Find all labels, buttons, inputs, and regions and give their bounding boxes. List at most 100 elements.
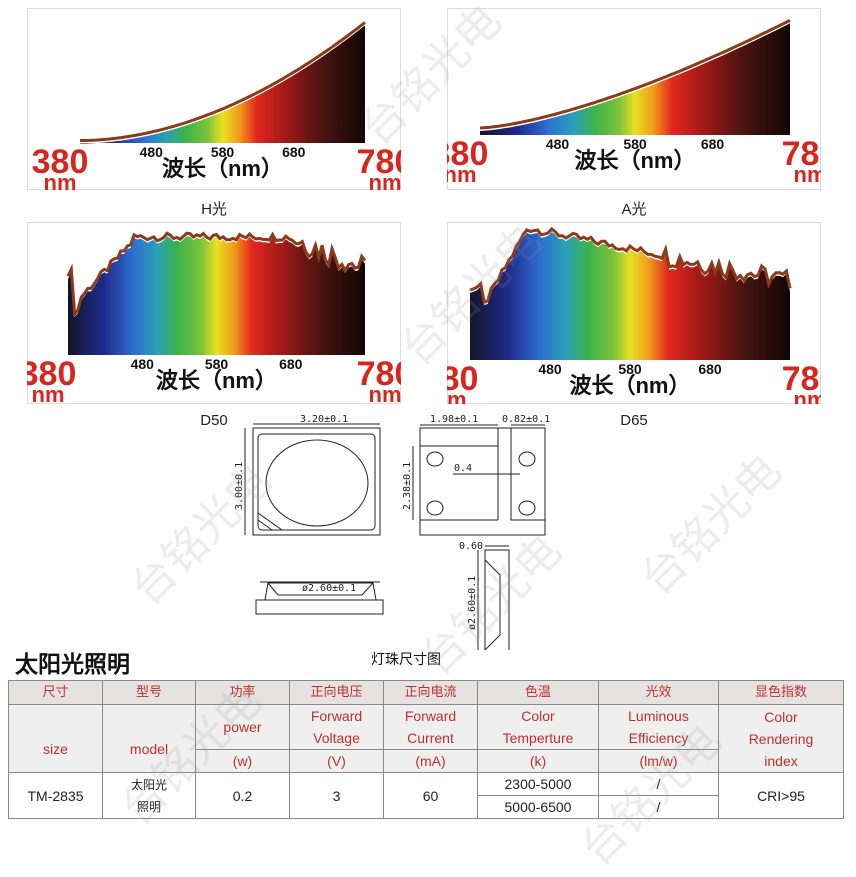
unit-efficacy: (lm/w) xyxy=(598,749,719,773)
tick-label-1: 480 xyxy=(140,144,164,160)
table-header-en: size model power Forward Voltage Forward C… xyxy=(8,704,844,773)
spectrum-panel-h: 380nm780nm480580680波长（nm） xyxy=(27,8,401,190)
cell-model-line2: 照明 xyxy=(136,799,161,814)
dim-thickness: 0.60 xyxy=(459,541,483,552)
range-end-unit: nm xyxy=(794,387,822,404)
tick-label-1: 480 xyxy=(538,361,562,377)
unit-power: (w) xyxy=(195,749,290,773)
spectrum-curve xyxy=(479,18,791,130)
spectrum-fill xyxy=(80,25,365,144)
th-cct-en: Color Temperture xyxy=(477,704,599,750)
unit-cct: (k) xyxy=(477,749,599,773)
dim-diameter-end: ø2.60±0.1 xyxy=(467,576,478,630)
spectrum-panel-d65: 380nm780nm480580680波长（nm） xyxy=(447,222,821,404)
th-cri-line1: Color xyxy=(764,708,798,725)
led-dimension-diagram: 3.20±0.1 3.00±0.1 1.98±0.1 0.82±0.1 2.38… xyxy=(234,414,550,650)
th-voltage-en: Forward Voltage xyxy=(289,704,384,750)
th-cct-line1: Color xyxy=(521,708,555,724)
cell-size: TM-2835 xyxy=(8,772,103,819)
tick-label-3: 680 xyxy=(282,144,306,160)
spectrum-chart: 380nm780nm480580680波长（nm） xyxy=(27,222,401,404)
spectrum-panel-d50: 380nm780nm480580680波长（nm） xyxy=(27,222,401,404)
spectrum-panel-a: 380nm780nm480580680波长（nm） xyxy=(447,8,821,190)
range-start-label: 380 xyxy=(32,143,89,181)
dim-pad-height: 2.38±0.1 xyxy=(402,462,413,510)
spectrum-curve xyxy=(80,21,366,142)
tick-label-2: 580 xyxy=(205,356,229,372)
th-efficacy-en: Luminous Efficiency xyxy=(598,704,719,750)
section-title: 太阳光照明 xyxy=(15,652,130,678)
spec-table: 尺寸 型号 功率 正向电压 正向电流 色温 光效 显色指数 size model… xyxy=(8,680,844,819)
th-current-line1: Forward xyxy=(404,708,457,724)
watermark: 台铭光电 xyxy=(630,444,792,606)
axis-label: 波长（nm） xyxy=(574,148,695,173)
range-start-unit: nm xyxy=(447,387,467,404)
th-efficacy-cn: 光效 xyxy=(598,680,719,705)
th-current-en: Forward Current xyxy=(383,704,478,750)
th-cri-cn: 显色指数 xyxy=(718,680,844,705)
range-start-unit: nm xyxy=(447,162,477,187)
spectrum-fill xyxy=(480,23,790,135)
th-size-cn: 尺寸 xyxy=(8,680,103,705)
cell-efficacy-2: / xyxy=(598,795,719,819)
tick-label-2: 580 xyxy=(618,361,642,377)
dim-pad-small: 0.82±0.1 xyxy=(502,414,550,425)
th-voltage-cn: 正向电压 xyxy=(289,680,384,705)
cell-efficacy-1: / xyxy=(598,772,719,796)
cell-voltage: 3 xyxy=(289,772,384,819)
table-row: 5000-6500 / xyxy=(9,795,844,819)
axis-label: 波长（nm） xyxy=(569,373,690,398)
dim-height-top: 3.00±0.1 xyxy=(234,462,245,510)
th-voltage-line2: Voltage xyxy=(313,730,360,746)
tick-label-2: 580 xyxy=(623,136,647,152)
range-start-label: 380 xyxy=(27,355,76,393)
panel-caption: A光 xyxy=(621,201,647,218)
th-efficacy-line2: Efficiency xyxy=(628,730,689,746)
spectrum-chart: 380nm780nm480580680波长（nm） xyxy=(27,8,401,190)
range-end-label: 780 xyxy=(782,360,821,398)
cell-cri: CRI>95 xyxy=(718,772,844,819)
tick-label-3: 680 xyxy=(698,361,722,377)
dim-diameter-side: ø2.60±0.1 xyxy=(302,583,356,594)
th-voltage-line1: Forward xyxy=(310,708,363,724)
spectrum-fill xyxy=(68,236,365,355)
panel-caption: H光 xyxy=(201,201,227,218)
cell-power: 0.2 xyxy=(195,772,290,819)
th-current-cn: 正向电流 xyxy=(383,680,478,705)
th-cri-en: Color Rendering index xyxy=(718,704,844,773)
range-end-label: 780 xyxy=(357,143,401,181)
range-end-unit: nm xyxy=(794,162,822,187)
th-size-en: size xyxy=(8,704,103,773)
range-end-unit: nm xyxy=(369,170,402,190)
tick-label-3: 680 xyxy=(279,356,303,372)
spectrum-curve xyxy=(469,226,792,305)
table-header-cn: 尺寸 型号 功率 正向电压 正向电流 色温 光效 显色指数 xyxy=(8,680,844,705)
range-end-label: 780 xyxy=(782,135,821,173)
th-cct-cn: 色温 xyxy=(477,680,599,705)
drawing-caption: 灯珠尺寸图 xyxy=(371,652,441,668)
th-power-cn: 功率 xyxy=(195,680,290,705)
spectrum-fill xyxy=(470,232,790,360)
dim-gap: 0.4 xyxy=(454,463,472,474)
range-start-label: 380 xyxy=(447,360,478,398)
spectrum-chart: 380nm780nm480580680波长（nm） xyxy=(447,8,821,190)
range-start-unit: nm xyxy=(44,170,77,190)
range-end-unit: nm xyxy=(369,382,402,404)
tick-label-2: 580 xyxy=(211,144,235,160)
axis-label: 波长（nm） xyxy=(156,368,277,393)
tick-label-1: 480 xyxy=(546,136,570,152)
cell-cct-2: 5000-6500 xyxy=(477,795,599,819)
range-start-unit: nm xyxy=(32,382,65,404)
spectrum-curve xyxy=(66,231,367,318)
th-cct-line2: Temperture xyxy=(502,730,574,746)
unit-voltage: (V) xyxy=(289,749,384,773)
cell-current: 60 xyxy=(383,772,478,819)
th-cri-line2: Rendering xyxy=(748,730,814,747)
cell-cct-1: 2300-5000 xyxy=(477,772,599,796)
panel-caption: D65 xyxy=(620,412,648,429)
spectrum-chart: 380nm780nm480580680波长（nm） xyxy=(447,222,821,404)
th-efficacy-line1: Luminous xyxy=(628,708,689,724)
table-units-row: (w) (V) (mA) (k) (lm/w) xyxy=(9,749,844,773)
unit-current: (mA) xyxy=(383,749,478,773)
th-power-en: power xyxy=(195,704,290,750)
